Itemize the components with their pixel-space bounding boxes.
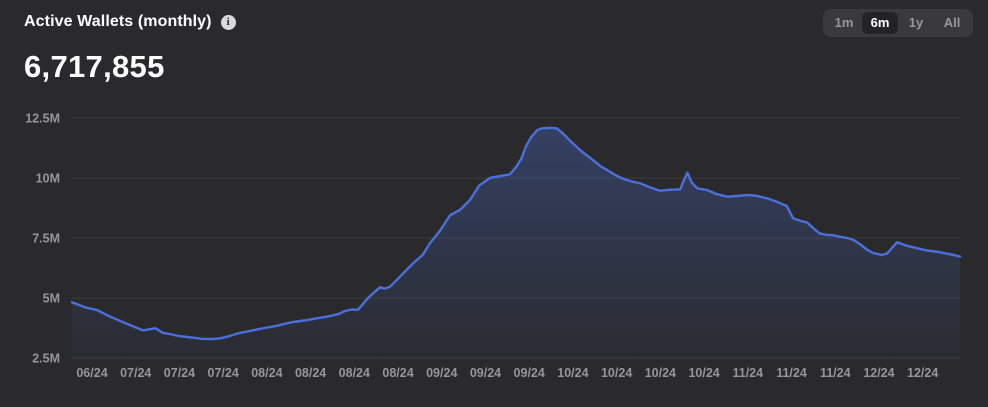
- current-value: 6,717,855: [24, 49, 165, 84]
- trend-line: [70, 126, 962, 341]
- x-tick-label: 12/24: [907, 366, 938, 380]
- y-tick-label: 5M: [43, 292, 60, 306]
- x-tick-label: 07/24: [164, 366, 195, 380]
- range-1y-button[interactable]: 1y: [898, 12, 934, 34]
- x-tick-label: 08/24: [295, 366, 326, 380]
- info-icon[interactable]: i: [220, 14, 236, 30]
- range-selector: 1m 6m 1y All: [823, 9, 973, 37]
- x-tick-label: 06/24: [76, 366, 107, 380]
- range-1m-button[interactable]: 1m: [826, 12, 862, 34]
- x-tick-label: 08/24: [339, 366, 370, 380]
- area-fill: [72, 127, 960, 358]
- x-tick-label: 11/24: [776, 366, 807, 380]
- chart-header: Active Wallets (monthly) i: [24, 13, 236, 31]
- x-tick-label: 10/24: [601, 366, 632, 380]
- x-tick-label: 09/24: [426, 366, 457, 380]
- x-tick-label: 10/24: [645, 366, 676, 380]
- x-tick-label: 11/24: [733, 366, 764, 380]
- x-tick-label: 10/24: [557, 366, 588, 380]
- x-tick-label: 08/24: [251, 366, 282, 380]
- x-tick-label: 09/24: [514, 366, 545, 380]
- x-tick-label: 10/24: [688, 366, 719, 380]
- y-tick-label: 2.5M: [32, 352, 60, 366]
- x-tick-label: 07/24: [208, 366, 239, 380]
- y-tick-label: 10M: [36, 172, 60, 186]
- range-6m-button[interactable]: 6m: [862, 12, 898, 34]
- x-tick-label: 11/24: [820, 366, 851, 380]
- x-tick-label: 09/24: [470, 366, 501, 380]
- x-tick-label: 12/24: [863, 366, 894, 380]
- page-title: Active Wallets (monthly): [24, 13, 212, 30]
- range-all-button[interactable]: All: [934, 12, 970, 34]
- y-tick-label: 7.5M: [32, 232, 60, 246]
- x-tick-label: 07/24: [120, 366, 151, 380]
- y-tick-label: 12.5M: [25, 112, 60, 126]
- x-tick-label: 08/24: [382, 366, 413, 380]
